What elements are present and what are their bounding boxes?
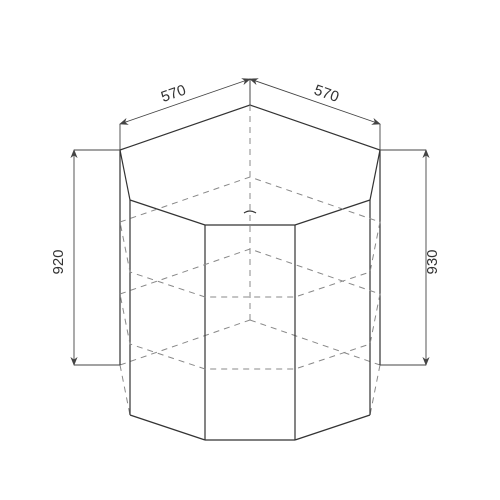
cabinet-technical-drawing: 570570920930 [0,0,500,500]
cabinet-outline [120,105,380,440]
svg-text:930: 930 [424,249,441,274]
dimension-lines: 570570920930 [50,79,441,365]
svg-text:920: 920 [50,249,67,274]
